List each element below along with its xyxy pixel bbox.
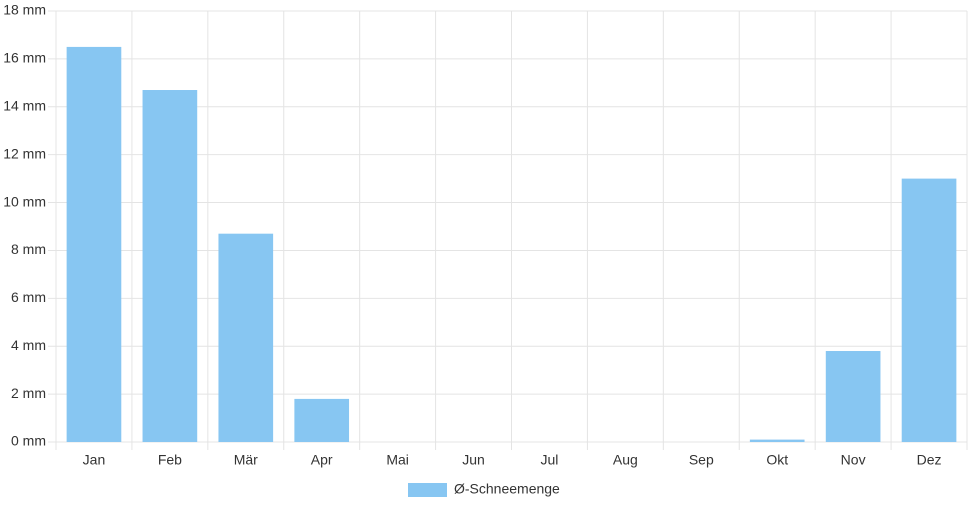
y-tick-label: 18 mm [3, 2, 46, 18]
x-tick-label: Jun [462, 452, 485, 468]
y-tick-label: 0 mm [11, 433, 46, 449]
bar [294, 398, 350, 442]
x-tick-label: Feb [158, 452, 182, 468]
x-tick-label: Apr [311, 452, 333, 468]
x-tick-label: Dez [917, 452, 942, 468]
x-tick-label: Jan [83, 452, 106, 468]
bar [749, 439, 805, 442]
x-tick-label: Nov [841, 452, 866, 468]
y-tick-label: 2 mm [11, 385, 46, 401]
x-tick-label: Mai [386, 452, 409, 468]
x-tick-label: Jul [541, 452, 559, 468]
bar [218, 233, 274, 442]
y-tick-label: 12 mm [3, 145, 46, 161]
y-tick-label: 10 mm [3, 193, 46, 209]
bar [825, 351, 881, 442]
y-tick-label: 14 mm [3, 97, 46, 113]
y-tick-label: 6 mm [11, 289, 46, 305]
bar [142, 90, 198, 443]
x-tick-label: Aug [613, 452, 638, 468]
x-tick-label: Sep [689, 452, 714, 468]
bar [66, 46, 122, 443]
legend-label: Ø-Schneemenge [454, 481, 560, 497]
legend-swatch [408, 483, 447, 497]
y-tick-label: 16 mm [3, 50, 46, 66]
y-tick-label: 4 mm [11, 337, 46, 353]
x-tick-label: Mär [234, 452, 258, 468]
y-tick-label: 8 mm [11, 241, 46, 257]
x-tick-label: Okt [766, 452, 788, 468]
bar [901, 178, 957, 442]
